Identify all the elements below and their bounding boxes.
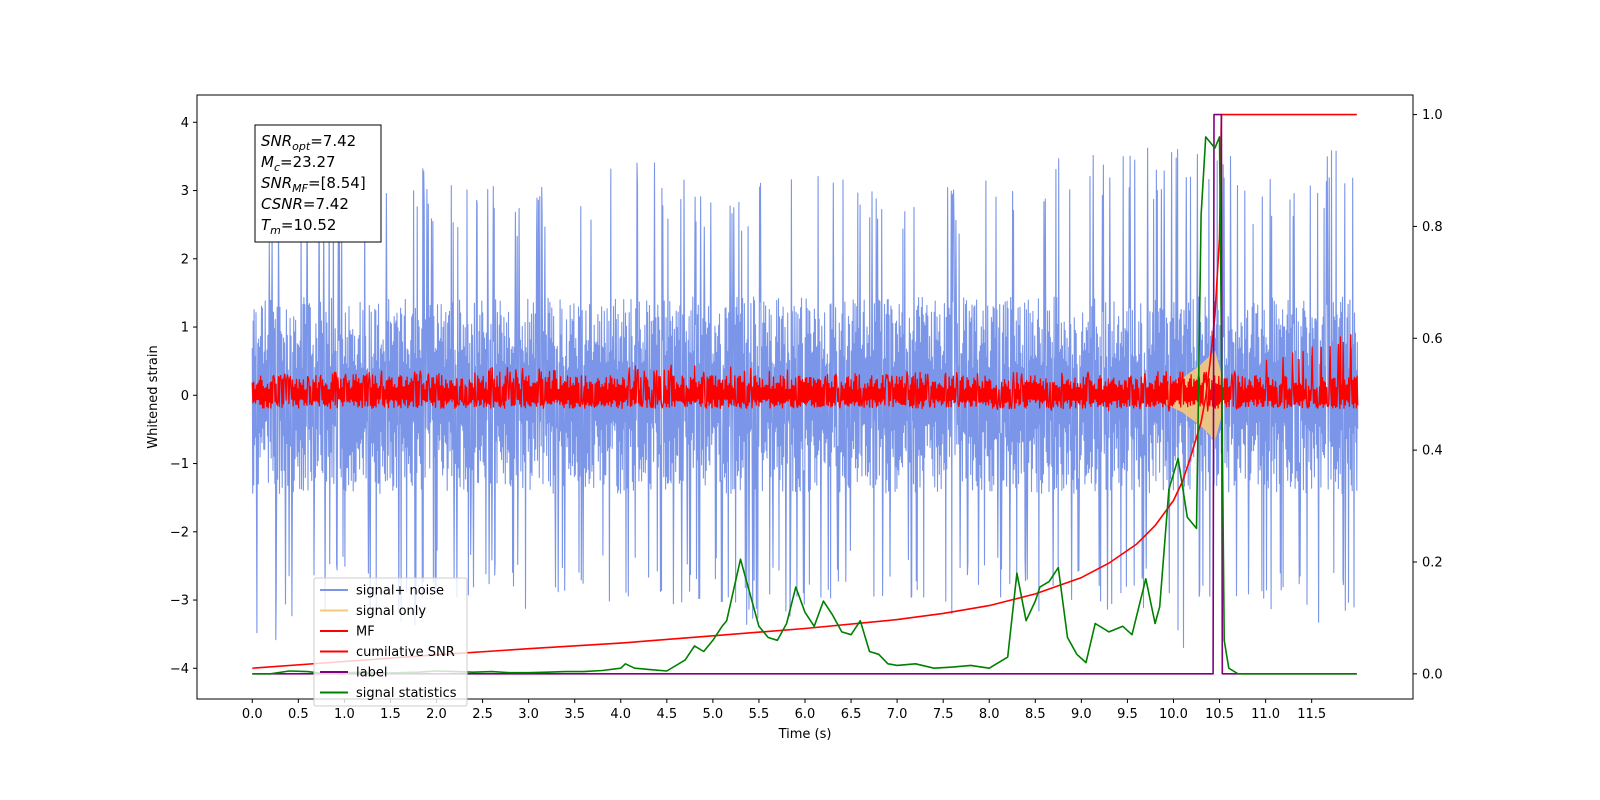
x-tick-label: 5.5 [749,707,770,722]
y-tick-label: −2 [170,525,189,540]
y-right-tick-label: 0.2 [1422,555,1443,570]
series-line [252,136,1357,675]
x-tick-label: 7.0 [887,707,908,722]
y-tick-label: 0 [181,389,189,404]
annotation-line: Tm=10.52 [261,216,336,237]
series-line [252,113,1357,669]
x-tick-label: 8.5 [1025,707,1046,722]
axes-layer: 0.0 0.5 1.0 1.5 2.0 2.5 3.0 3.5 4.0 4.5 5.0 5.5 6.0 6… [170,108,1443,722]
y-tick-label: −3 [170,594,189,609]
x-tick-label: 4.0 [610,707,631,722]
x-tick-label: 1.0 [334,707,355,722]
annotation-line: Mc=23.27 [261,153,336,174]
y-right-tick-label: 0.0 [1422,667,1443,682]
x-tick-label: 8.0 [979,707,1000,722]
annotation-line: CSNR=7.42 [261,195,349,213]
x-tick-label: 6.5 [841,707,862,722]
x-tick-label: 10.0 [1159,707,1188,722]
x-tick-label: 7.5 [933,707,954,722]
x-tick-label: 2.5 [472,707,493,722]
y-tick-label: 4 [181,116,189,131]
x-tick-label: 9.5 [1117,707,1138,722]
x-tick-label: 10.5 [1205,707,1234,722]
x-tick-label: 6.0 [795,707,816,722]
legend-label: label [356,666,387,681]
x-tick-label: 0.5 [288,707,309,722]
annotation-line: SNRopt=7.42 [261,132,356,153]
x-tick-label: 9.0 [1071,707,1092,722]
x-tick-label: 2.0 [426,707,447,722]
y-axis-label: Whitened strain [146,345,161,448]
x-tick-label: 3.0 [518,707,539,722]
legend-label: signal+ noise [356,584,444,599]
annotation-line: SNRMF=[8.54] [261,174,366,195]
legend: signal+ noise signal only MF cumilative SNR… [313,577,468,707]
legend-label: MF [356,625,375,640]
series-line [251,334,1359,412]
y-tick-label: 2 [181,252,189,267]
y-right-tick-label: 0.8 [1422,220,1443,235]
x-tick-label: 11.0 [1251,707,1280,722]
y-right-tick-label: 1.0 [1422,108,1443,123]
legend-label: signal statistics [356,686,457,701]
legend-frame [313,577,468,707]
x-tick-label: 11.5 [1297,707,1326,722]
x-tick-label: 1.5 [380,707,401,722]
annotation-box: SNRopt=7.42Mc=23.27SNRMF=[8.54]CSNR=7.42… [254,124,382,243]
series-layer [251,113,1359,675]
y-tick-label: 3 [181,184,189,199]
y-tick-label: −4 [170,662,189,677]
y-right-tick-label: 0.4 [1422,444,1443,459]
x-tick-label: 3.5 [564,707,585,722]
x-axis-label: Time (s) [778,727,832,742]
x-tick-label: 4.5 [656,707,677,722]
x-tick-label: 0.0 [242,707,263,722]
legend-label: signal only [356,604,426,619]
y-right-tick-label: 0.6 [1422,332,1443,347]
legend-label: cumilative SNR [356,645,455,660]
annotation-frame [254,124,382,243]
y-tick-label: −1 [170,457,189,472]
y-tick-label: 1 [181,321,189,336]
x-tick-label: 5.0 [703,707,724,722]
